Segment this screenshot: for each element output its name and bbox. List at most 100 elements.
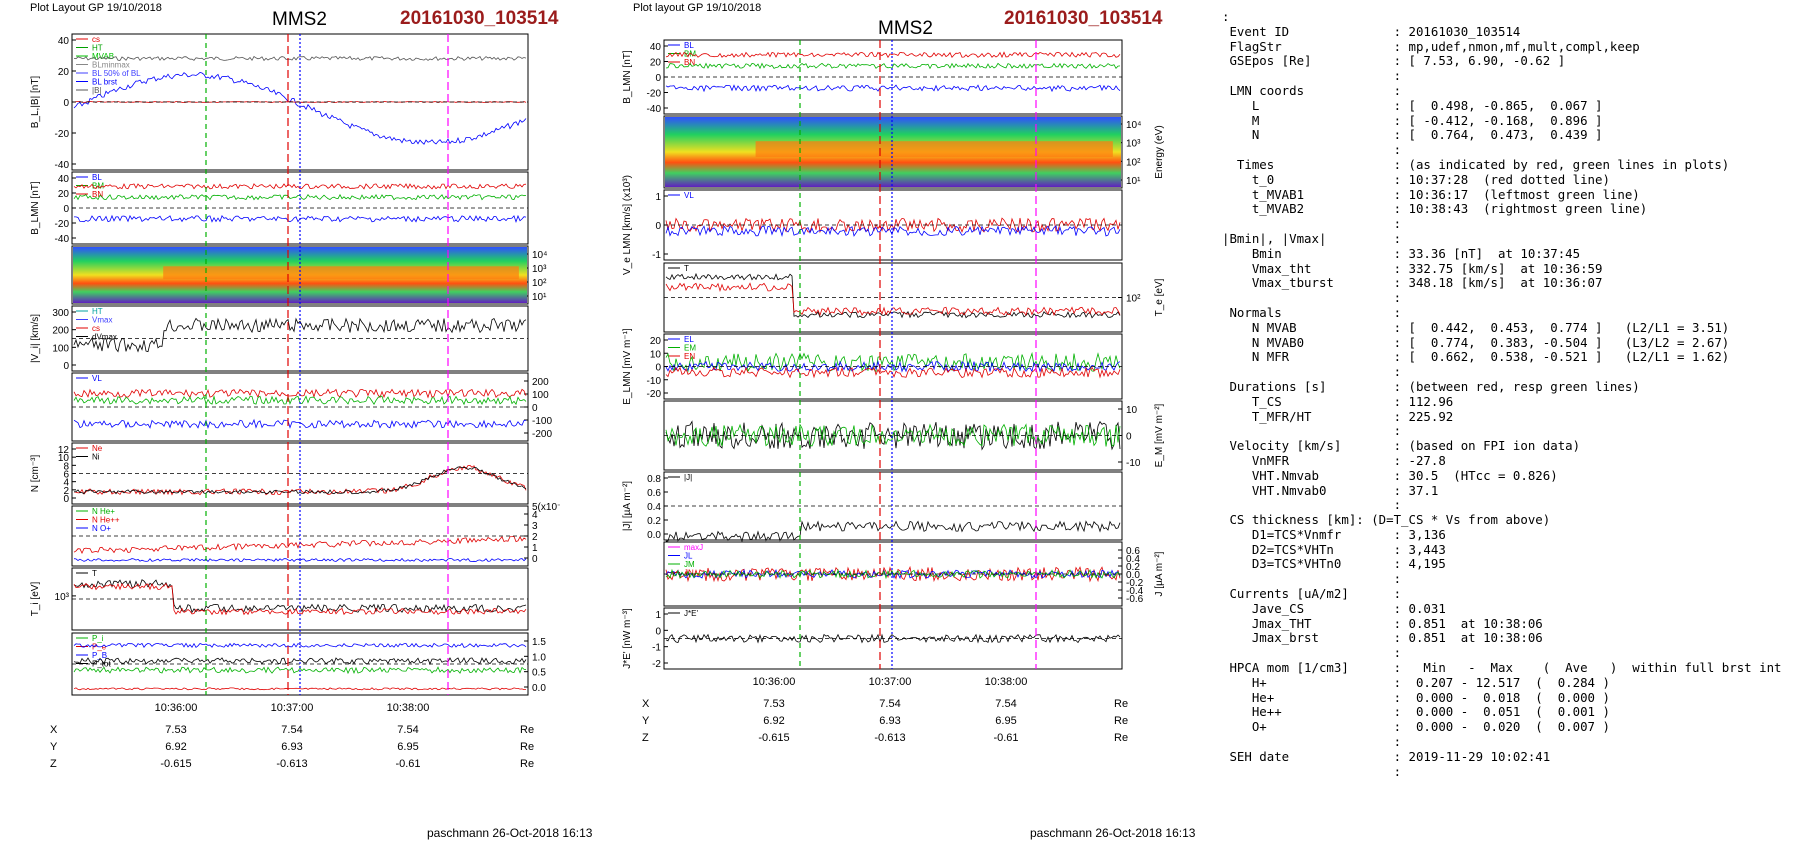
mid-e-ytick: 10 [650,349,662,360]
mid-coord-unit: Re [1114,715,1128,727]
left-n-legend-entry: Ne [92,444,103,453]
left-vlmn-legend-entry: VL [92,374,102,383]
left-bl-legend-entry: cs [92,35,100,44]
left-coord-value: 6.93 [281,741,302,753]
mid-espec-rtick: 10² [1126,157,1141,168]
left-xtick: 10:37:00 [271,702,314,714]
mid-j-ytick: 0.6 [647,488,661,499]
mid-coord-value: -0.613 [874,732,905,744]
left-spec-rtick: 10² [532,278,547,289]
left-vlmn-rtick: 0 [532,403,538,414]
left-n-ytick: 8 [63,461,69,472]
left-spec-spectrogram-band [163,266,519,280]
left-coord-label: Y [50,741,58,753]
left-p-trace-3 [73,687,526,691]
mid-j-ytick: 0.8 [647,474,661,485]
mid-jlmn-rtick: 0.6 [1126,546,1140,557]
mid-jlmn-legend-entry: JM [684,560,695,569]
left-n-ytick: 6 [63,470,69,481]
mid-panel-espec-frame [663,115,1123,189]
mid-em-rtick: -10 [1126,458,1141,469]
mid-blmn-ytick: -40 [647,104,662,115]
mid-xtick: 10:37:00 [869,676,912,688]
left-coord-value: -0.613 [276,758,307,768]
mid-espec-ylabel-right: Energy (eV) [1154,125,1165,178]
mid-panel-j-frame [663,471,1123,541]
mid-te-trace-0 [665,272,1121,319]
left-vi-legend-entry: dVmax [92,333,117,342]
mid-j-ylabel: |J| [µA m⁻²] [622,481,633,531]
left-blmn-ytick: 0 [63,204,69,215]
mid-blmn-ytick: 20 [650,58,662,69]
left-ti-ytick: 10³ [55,592,70,603]
mid-jlmn-rtick: -0.2 [1126,578,1144,589]
left-vi-ytick: 200 [52,326,69,337]
left-vlmn-rtick: 100 [532,390,549,401]
left-vlmn-rtick: 200 [532,377,549,388]
mid-e-ytick: 0 [655,363,661,374]
mid-blmn-ytick: -20 [647,89,662,100]
left-blmn-legend-entry: BN [92,190,103,199]
left-nmin-trace-1 [73,557,527,563]
mid-e-ytick: -20 [647,389,662,400]
mid-coord-value: 7.53 [763,698,784,710]
left-nmin-rtick: 0 [532,554,538,565]
mid-e-trace-2 [665,366,1121,379]
left-nmin-rtick: 1 [532,543,538,554]
mid-blmn-trace-2 [665,84,1121,93]
left-xtick: 10:38:00 [387,702,430,714]
mid-coord-value: 7.54 [879,698,900,710]
left-vi-legend-entry: cs [92,324,100,333]
mid-jlmn-ylabel-right: J [µA m⁻²] [1154,551,1165,596]
mid-panel-blmn-frame [663,39,1123,115]
mid-coord-value: -0.615 [758,732,789,744]
mid-coord-unit: Re [1114,698,1128,710]
left-bl-legend-entry: |B| [92,86,102,95]
mid-e-ytick: 20 [650,336,662,347]
mid-panel-te-frame [663,262,1123,333]
left-ti-ylabel: T_i [eV] [30,582,41,617]
left-n-ytick: 10 [58,453,70,464]
left-nmin-legend-entry: N O+ [92,524,111,533]
mid-jlmn-rtick: 0.0 [1126,570,1140,581]
mid-e-legend-entry: EL [684,335,694,344]
left-bl-legend-entry: HT [92,44,103,53]
mid-coord-value: 6.93 [879,715,900,727]
left-bl-legend-entry: BL 50% of BL [92,69,141,78]
mid-jlmn-rtick: 0.2 [1126,562,1140,573]
mid-je-trace-0 [665,633,1121,644]
mid-blmn-legend-entry: BM [684,50,696,59]
left-blmn-ytick: 20 [58,189,70,200]
mid-j-trace-0 [665,520,1121,543]
left-p-rtick: 0.5 [532,668,546,679]
mid-coord-label: X [642,698,650,710]
mid-blmn-legend-entry: BN [684,58,695,67]
mid-e-legend-entry: EN [684,352,695,361]
mid-em-trace-1 [665,423,1121,447]
left-bl-ytick: 40 [58,36,70,47]
mid-jlmn-legend-entry: JN [684,569,694,578]
left-coord-value: 7.54 [397,724,418,736]
left-vi-ytick: 0 [63,361,69,372]
mid-j-legend-entry: |J| [684,473,692,482]
mid-xtick: 10:36:00 [753,676,796,688]
mid-j-ytick: 0.0 [647,530,661,541]
mid-te-ylabel-right: T_e [eV] [1154,278,1165,316]
mid-xtick: 10:38:00 [985,676,1028,688]
mid-blmn-ytick: 0 [655,73,661,84]
mid-blmn-ytick: 40 [650,42,662,53]
left-vi-ytick: 300 [52,308,69,319]
left-coord-value: 7.54 [281,724,302,736]
left-nmin-rtick: 3 [532,521,538,532]
left-bl-ytick: -20 [55,129,70,140]
left-n-ytick: 2 [63,486,69,497]
left-nmin-rlabel-top: 5(x10⁻²) [532,502,560,513]
left-vi-ytick: 100 [52,343,69,354]
left-p-rtick: 1.0 [532,652,546,663]
left-layout-header: Plot Layout GP 19/10/2018 [30,2,162,14]
mid-je-legend-entry: J*E' [684,609,698,618]
left-ti-legend-entry: T [92,569,97,578]
left-coord-label: X [50,724,58,736]
mid-ve-ytick: -1 [652,250,661,261]
